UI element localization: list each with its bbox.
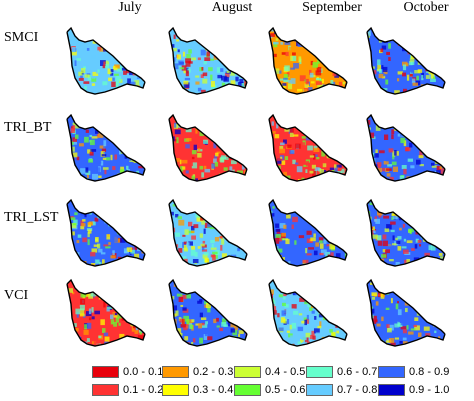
- map-panel-vci-october: [355, 270, 455, 350]
- map-tri-lst-october: [366, 198, 446, 267]
- legend-swatch-9: [378, 384, 405, 396]
- legend-item-5: 0.5 - 0.6: [234, 383, 305, 397]
- legend-swatch-2: [162, 366, 189, 378]
- column-header-october: October: [403, 0, 449, 15]
- map-tri-lst-july: [66, 198, 146, 267]
- map-panel-tri-bt-august: [157, 105, 257, 185]
- coastline: [268, 26, 348, 95]
- legend-item-8: 0.8 - 0.9: [378, 365, 449, 379]
- map-panel-tri-lst-september: [257, 190, 357, 270]
- map-panel-vci-august: [157, 270, 257, 350]
- map-vci-september: [268, 278, 348, 347]
- map-vci-october: [366, 278, 446, 347]
- map-smci-august: [168, 26, 248, 95]
- map-panel-tri-lst-august: [157, 190, 257, 270]
- map-panel-tri-lst-october: [355, 190, 455, 270]
- map-panel-tri-bt-september: [257, 105, 357, 185]
- coastline: [366, 113, 446, 182]
- map-tri-lst-september: [268, 198, 348, 267]
- coastline: [66, 278, 146, 347]
- coastline: [366, 26, 446, 95]
- map-vci-august: [168, 278, 248, 347]
- legend-item-3: 0.3 - 0.4: [162, 383, 233, 397]
- map-vci-july: [66, 278, 146, 347]
- legend-swatch-8: [378, 366, 405, 378]
- map-tri-bt-october: [366, 113, 446, 182]
- coastline: [366, 198, 446, 267]
- map-tri-bt-august: [168, 113, 248, 182]
- map-tri-bt-september: [268, 113, 348, 182]
- legend-swatch-7: [306, 384, 333, 396]
- legend-swatch-6: [306, 366, 333, 378]
- map-panel-smci-september: [257, 18, 357, 98]
- legend-swatch-1: [92, 384, 119, 396]
- map-region-fill: [269, 280, 347, 346]
- coastline: [268, 113, 348, 182]
- coastline: [168, 113, 248, 182]
- legend-item-4: 0.4 - 0.5: [234, 365, 305, 379]
- legend-item-0: 0.0 - 0.1: [92, 365, 163, 379]
- row-header-tri-lst: TRI_LST: [4, 210, 59, 225]
- coastline: [168, 26, 248, 95]
- coastline: [268, 198, 348, 267]
- legend-swatch-5: [234, 384, 261, 396]
- map-smci-july: [66, 26, 146, 95]
- map-panel-smci-august: [157, 18, 257, 98]
- map-panel-vci-september: [257, 270, 357, 350]
- legend-swatch-0: [92, 366, 119, 378]
- legend-item-1: 0.1 - 0.2: [92, 383, 163, 397]
- legend: 0.0 - 0.1 0.1 - 0.2 0.2 - 0.3 0.3 - 0.4 …: [92, 363, 470, 399]
- column-header-september: September: [302, 0, 362, 15]
- coastline: [268, 278, 348, 347]
- map-region-fill: [367, 28, 445, 94]
- row-header-vci: VCI: [4, 288, 29, 303]
- map-region-fill: [169, 200, 247, 266]
- map-panel-smci-october: [355, 18, 455, 98]
- coastline: [168, 198, 248, 267]
- legend-swatch-3: [162, 384, 189, 396]
- map-panel-tri-lst-july: [55, 190, 155, 270]
- coastline: [168, 278, 248, 347]
- column-header-august: August: [211, 0, 253, 15]
- coastline: [366, 278, 446, 347]
- coastline: [66, 113, 146, 182]
- map-panel-vci-july: [55, 270, 155, 350]
- row-header-tri-bt: TRI_BT: [4, 120, 52, 135]
- map-tri-bt-july: [66, 113, 146, 182]
- legend-item-7: 0.7 - 0.8: [306, 383, 377, 397]
- coastline: [66, 26, 146, 95]
- map-panel-smci-july: [55, 18, 155, 98]
- map-smci-october: [366, 26, 446, 95]
- map-smci-september: [268, 26, 348, 95]
- legend-item-9: 0.9 - 1.0: [378, 383, 449, 397]
- legend-item-2: 0.2 - 0.3: [162, 365, 233, 379]
- column-header-july: July: [118, 0, 142, 15]
- legend-swatch-4: [234, 366, 261, 378]
- map-panel-tri-bt-october: [355, 105, 455, 185]
- row-header-smci: SMCI: [4, 30, 39, 45]
- map-panel-tri-bt-july: [55, 105, 155, 185]
- coastline: [66, 198, 146, 267]
- map-tri-lst-august: [168, 198, 248, 267]
- legend-item-6: 0.6 - 0.7: [306, 365, 377, 379]
